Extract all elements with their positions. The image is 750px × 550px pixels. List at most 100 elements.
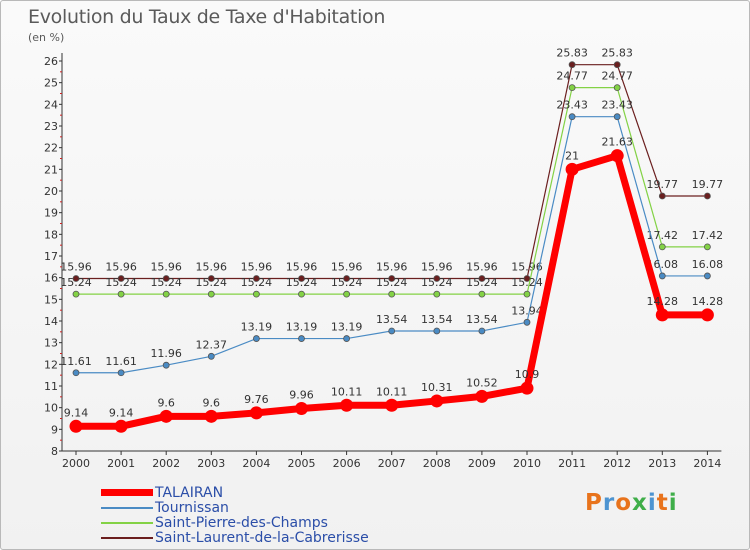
data-label: 17.42 — [692, 229, 724, 242]
y-tick-label: 21 — [44, 163, 58, 176]
legend-swatch — [101, 536, 153, 539]
data-point — [162, 275, 170, 282]
data-point — [700, 308, 714, 322]
data-point — [252, 275, 260, 282]
data-label: 15.96 — [331, 261, 363, 274]
data-point — [568, 113, 576, 121]
data-point — [72, 290, 80, 298]
logo-letter: i — [668, 490, 678, 516]
legend-item-saint-pierre-des-champs: Saint-Pierre-des-Champs — [101, 515, 328, 531]
data-label: 15.96 — [60, 261, 92, 274]
data-label: 15.96 — [511, 261, 543, 274]
data-point — [162, 290, 170, 298]
data-label: 9.96 — [289, 389, 314, 402]
data-label: 9.6 — [157, 396, 175, 409]
y-tick-label: 25 — [44, 77, 58, 90]
data-label: 10.11 — [376, 385, 408, 398]
data-label: 21 — [565, 149, 579, 162]
y-tick-label: 19 — [44, 207, 58, 220]
data-label: 24.77 — [601, 70, 633, 83]
data-point — [69, 419, 83, 433]
data-point — [388, 275, 396, 282]
legend-label: TALAIRAN — [155, 484, 224, 501]
legend-swatch — [101, 521, 153, 524]
data-label: 11.61 — [60, 355, 92, 368]
data-label: 15.24 — [286, 276, 318, 289]
data-label: 10.31 — [421, 381, 453, 394]
x-tick-label: 2004 — [242, 457, 270, 470]
data-label: 16.08 — [647, 258, 679, 271]
data-point — [433, 327, 441, 335]
data-point — [475, 389, 489, 403]
data-label: 13.54 — [466, 313, 498, 326]
data-label: 11.61 — [105, 355, 137, 368]
data-label: 15.24 — [150, 276, 182, 289]
data-point — [655, 308, 669, 322]
data-point — [523, 318, 531, 326]
y-tick-label: 12 — [44, 358, 58, 371]
data-point — [565, 162, 579, 176]
data-label: 10.52 — [466, 376, 498, 389]
legend-label: Tournissan — [155, 499, 229, 516]
data-point — [343, 335, 351, 342]
data-point — [658, 272, 666, 280]
logo-letter: x — [632, 490, 648, 516]
logo-letter: r — [602, 490, 616, 516]
x-tick-label: 2013 — [648, 457, 676, 470]
data-label: 12.37 — [196, 338, 228, 351]
legend-swatch — [101, 506, 153, 509]
data-point — [430, 394, 444, 408]
y-tick-label: 24 — [44, 98, 58, 111]
x-tick-label: 2010 — [513, 457, 541, 470]
data-label: 9.14 — [64, 406, 89, 419]
data-label: 14.28 — [647, 295, 679, 308]
data-label: 21.63 — [601, 136, 633, 149]
x-tick-label: 2012 — [603, 457, 631, 470]
data-point — [610, 149, 624, 163]
data-label: 9.76 — [244, 393, 269, 406]
data-point — [478, 290, 486, 298]
data-label: 9.14 — [109, 406, 134, 419]
data-point — [204, 409, 218, 423]
data-point — [114, 419, 128, 433]
legend-item-saint-laurent-de-la-cabrerisse: Saint-Laurent-de-la-Cabrerisse — [101, 530, 369, 546]
data-point — [478, 327, 486, 335]
data-label: 19.77 — [647, 178, 679, 191]
legend-item-talairan: TALAIRAN — [101, 484, 224, 501]
y-tick-label: 13 — [44, 337, 58, 350]
data-label: 15.24 — [241, 276, 273, 289]
data-point — [613, 84, 621, 92]
data-point — [207, 290, 215, 298]
x-tick-label: 2001 — [107, 457, 135, 470]
data-point — [613, 61, 621, 69]
data-point — [523, 290, 531, 298]
data-label: 10.9 — [515, 368, 540, 381]
x-tick-label: 2014 — [693, 457, 721, 470]
data-point — [343, 290, 351, 298]
data-label: 15.24 — [331, 276, 363, 289]
logo-letter: t — [656, 490, 669, 516]
chart-title: Evolution du Taux de Taxe d'Habitation — [28, 6, 386, 28]
data-label: 15.24 — [60, 276, 92, 289]
data-point — [568, 84, 576, 92]
y-tick-label: 16 — [44, 272, 58, 285]
data-point — [385, 398, 399, 412]
data-point — [159, 409, 173, 423]
data-point — [704, 243, 711, 251]
data-point — [72, 275, 80, 282]
data-point — [340, 398, 354, 412]
data-label: 19.77 — [692, 178, 724, 191]
y-tick-label: 22 — [44, 142, 58, 155]
data-point — [478, 275, 486, 282]
data-label: 25.83 — [556, 47, 588, 60]
data-point — [117, 369, 125, 377]
data-label: 15.96 — [105, 261, 137, 274]
y-tick-label: 10 — [44, 402, 58, 415]
data-point — [162, 361, 170, 369]
data-point — [72, 369, 80, 377]
data-label: 15.24 — [376, 276, 408, 289]
data-label: 23.43 — [556, 99, 588, 112]
x-tick-label: 2007 — [378, 457, 406, 470]
